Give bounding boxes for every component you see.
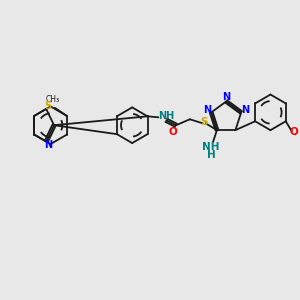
Text: O: O <box>289 127 298 137</box>
Text: S: S <box>200 117 207 127</box>
Text: N: N <box>44 140 52 150</box>
Text: O: O <box>169 127 178 137</box>
Text: CH₃: CH₃ <box>46 95 60 104</box>
Text: NH: NH <box>202 142 220 152</box>
Text: H: H <box>207 150 215 160</box>
Text: S: S <box>45 101 52 111</box>
Text: N: N <box>203 105 212 116</box>
Text: N: N <box>222 92 230 101</box>
Text: NH: NH <box>158 111 175 121</box>
Text: N: N <box>241 105 249 116</box>
